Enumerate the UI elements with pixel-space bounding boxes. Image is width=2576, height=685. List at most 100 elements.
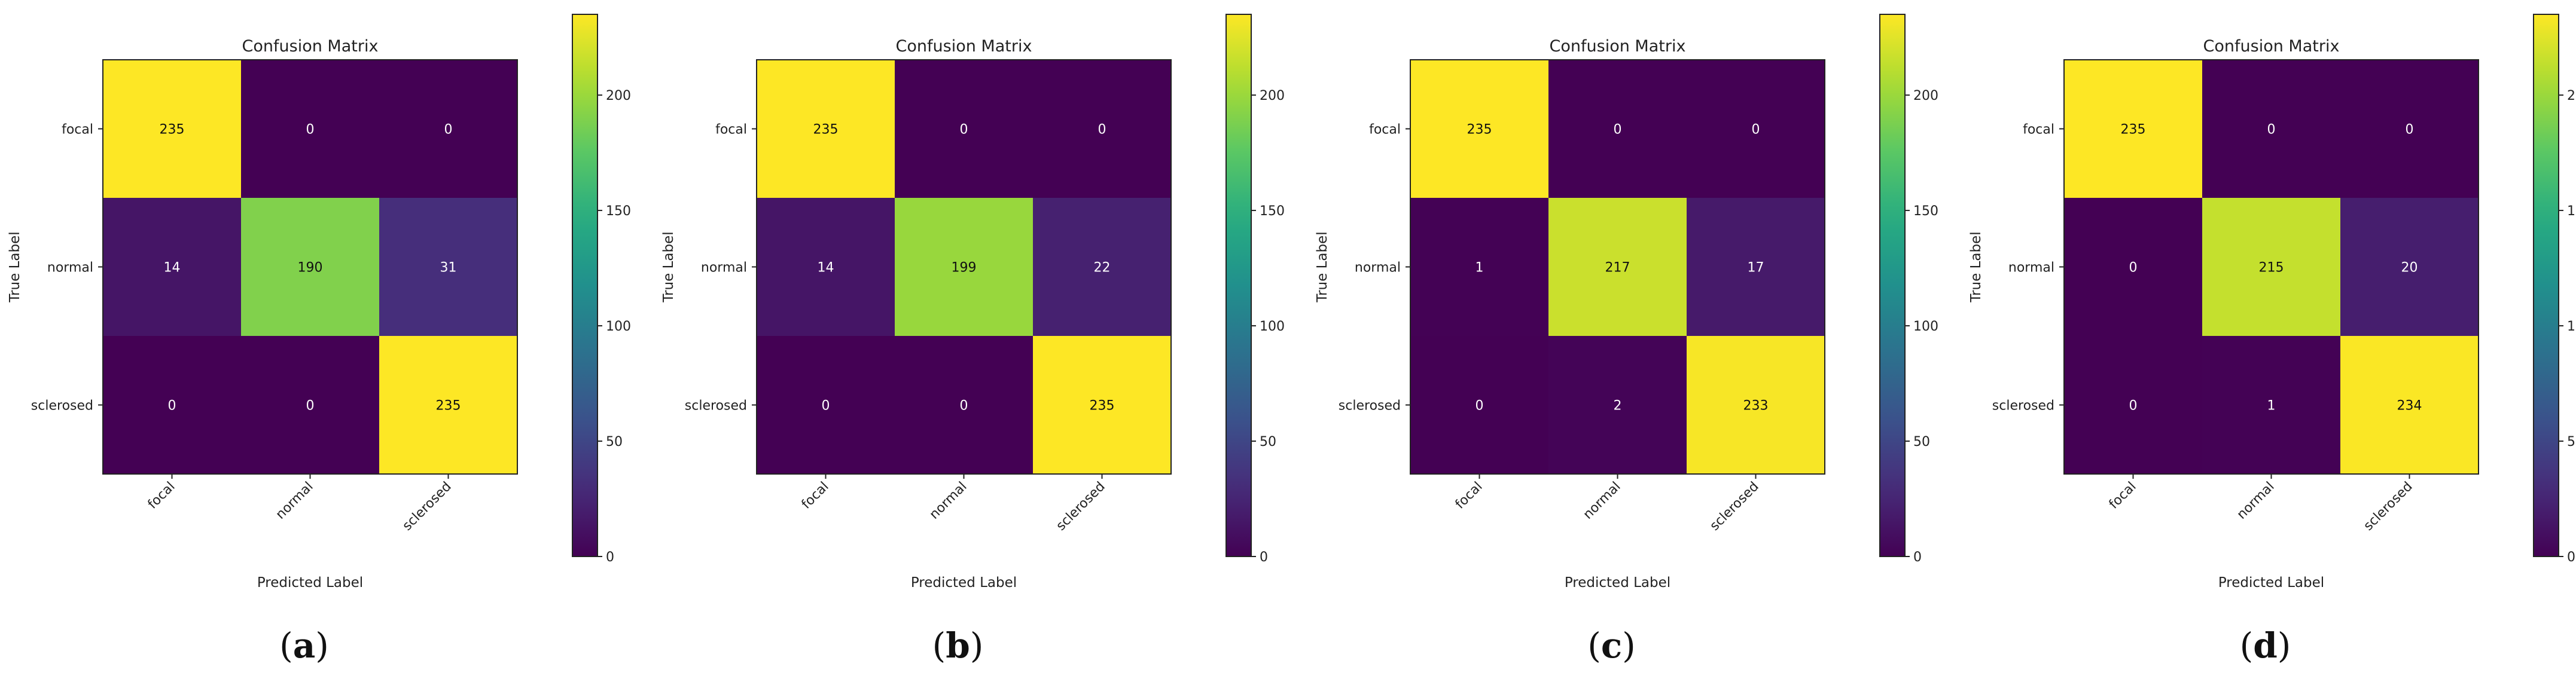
colorbar-tick-label: 200 bbox=[1913, 88, 1938, 103]
heatmap-cell bbox=[1687, 336, 1825, 474]
cell-value-label: 215 bbox=[2259, 261, 2284, 276]
y-tick-label: focal bbox=[1369, 123, 1401, 137]
heatmap-cell bbox=[895, 336, 1033, 474]
colorbar-tick-label: 100 bbox=[2567, 319, 2576, 334]
heatmap-cell bbox=[2340, 60, 2479, 198]
y-tick-label: normal bbox=[701, 261, 747, 276]
x-tick-label: sclerosed bbox=[1053, 479, 1108, 534]
heatmap-cell bbox=[241, 60, 379, 198]
heatmap-cell bbox=[1687, 60, 1825, 198]
colorbar-tick-label: 150 bbox=[1913, 204, 1938, 219]
y-tick-label: focal bbox=[62, 123, 93, 137]
x-tick-label: normal bbox=[2234, 479, 2278, 522]
heatmap-cell bbox=[895, 198, 1033, 336]
cell-value-label: 31 bbox=[440, 261, 457, 276]
colorbar-tick-label: 150 bbox=[1260, 204, 1285, 219]
heatmap-cell bbox=[1548, 60, 1687, 198]
x-tick-label: normal bbox=[927, 479, 970, 522]
cell-value-label: 0 bbox=[1098, 123, 1106, 137]
cell-value-label: 0 bbox=[2129, 261, 2138, 276]
cell-value-label: 0 bbox=[444, 123, 453, 137]
colorbar-tick-label: 150 bbox=[2567, 204, 2576, 219]
cell-value-label: 0 bbox=[960, 123, 968, 137]
colorbar bbox=[1225, 14, 1252, 557]
colorbar-tick-label: 50 bbox=[1913, 435, 1930, 449]
colorbar bbox=[1879, 14, 1906, 557]
cell-value-label: 235 bbox=[813, 123, 839, 137]
cell-value-label: 2 bbox=[1614, 399, 1622, 414]
cell-value-label: 17 bbox=[1748, 261, 1764, 276]
chart-title: Confusion Matrix bbox=[242, 37, 379, 56]
x-axis-label: Predicted Label bbox=[911, 575, 1017, 591]
x-axis-label: Predicted Label bbox=[257, 575, 363, 591]
heatmap-cell bbox=[2064, 60, 2202, 198]
heatmap-cell bbox=[1548, 198, 1687, 336]
colorbar-tick-label: 50 bbox=[606, 435, 623, 449]
cell-value-label: 0 bbox=[306, 399, 315, 414]
cell-value-label: 235 bbox=[2121, 123, 2146, 137]
heatmap-cell bbox=[1687, 198, 1825, 336]
y-tick-label: sclerosed bbox=[1339, 399, 1401, 414]
colorbar-tick-label: 200 bbox=[2567, 88, 2576, 103]
heatmap-cell bbox=[2064, 198, 2202, 336]
cell-value-label: 217 bbox=[1605, 261, 1630, 276]
cell-value-label: 235 bbox=[1467, 123, 1492, 137]
x-tick-label: focal bbox=[145, 479, 178, 512]
cell-value-label: 233 bbox=[1743, 399, 1769, 414]
x-tick-label: sclerosed bbox=[400, 479, 454, 534]
heatmap-cell bbox=[379, 336, 517, 474]
heatmap-cell bbox=[2064, 336, 2202, 474]
cell-value-label: 0 bbox=[822, 399, 830, 414]
cell-value-label: 235 bbox=[436, 399, 461, 414]
colorbar bbox=[572, 14, 598, 557]
panel-b: Confusion Matrix 235 0 0 14 199 22 0 0 235 focal no… bbox=[661, 14, 1285, 666]
cell-value-label: 0 bbox=[2406, 123, 2414, 137]
cell-value-label: 14 bbox=[164, 261, 181, 276]
chart-title: Confusion Matrix bbox=[896, 37, 1032, 56]
heatmap-cell bbox=[2202, 60, 2340, 198]
cell-value-label: 199 bbox=[952, 261, 977, 276]
y-tick-label: focal bbox=[715, 123, 747, 137]
y-tick-label: sclerosed bbox=[685, 399, 747, 414]
panel-d: Confusion Matrix 235 0 0 0 215 200 1 234 focal nor… bbox=[1968, 14, 2576, 666]
colorbar-tick-label: 200 bbox=[606, 88, 631, 103]
heatmap-cell bbox=[103, 60, 241, 198]
y-tick-label: focal bbox=[2023, 123, 2054, 137]
colorbar-tick-label: 0 bbox=[2567, 550, 2575, 565]
heatmap-cell bbox=[1410, 60, 1548, 198]
heatmap-cell bbox=[241, 198, 379, 336]
cell-value-label: 0 bbox=[168, 399, 176, 414]
colorbar-tick-label: 50 bbox=[1260, 435, 1276, 449]
y-axis-label: True Label bbox=[1315, 231, 1330, 302]
y-tick-label: normal bbox=[2008, 261, 2054, 276]
y-axis-label: True Label bbox=[7, 231, 23, 302]
heatmap-cell bbox=[757, 198, 895, 336]
heatmap-cell bbox=[895, 60, 1033, 198]
colorbar bbox=[2533, 14, 2559, 557]
panel-c: Confusion Matrix 235 0 0 1 217 17 0 2 233 focal nor… bbox=[1315, 14, 1938, 666]
panel-label: (a) bbox=[279, 625, 329, 666]
cell-value-label: 14 bbox=[818, 261, 834, 276]
y-tick-label: normal bbox=[1355, 261, 1401, 276]
colorbar-tick-label: 0 bbox=[606, 550, 614, 565]
panel-label: (c) bbox=[1587, 625, 1636, 666]
heatmap-cell bbox=[103, 198, 241, 336]
colorbar-tick-label: 0 bbox=[1260, 550, 1268, 565]
heatmap-cell bbox=[1548, 336, 1687, 474]
panel-label: (b) bbox=[932, 625, 984, 666]
cell-value-label: 1 bbox=[2267, 399, 2276, 414]
x-tick-label: focal bbox=[799, 479, 832, 512]
heatmap-cell bbox=[2202, 198, 2340, 336]
cell-value-label: 234 bbox=[2397, 399, 2422, 414]
cell-value-label: 235 bbox=[1090, 399, 1115, 414]
heatmap-cell bbox=[2340, 336, 2479, 474]
chart-title: Confusion Matrix bbox=[2203, 37, 2340, 56]
cell-value-label: 0 bbox=[1752, 123, 1760, 137]
heatmap-cell bbox=[1033, 60, 1171, 198]
colorbar-tick-label: 0 bbox=[1913, 550, 1922, 565]
cell-value-label: 22 bbox=[1094, 261, 1111, 276]
y-axis-label: True Label bbox=[1968, 231, 1984, 302]
y-tick-label: normal bbox=[47, 261, 93, 276]
